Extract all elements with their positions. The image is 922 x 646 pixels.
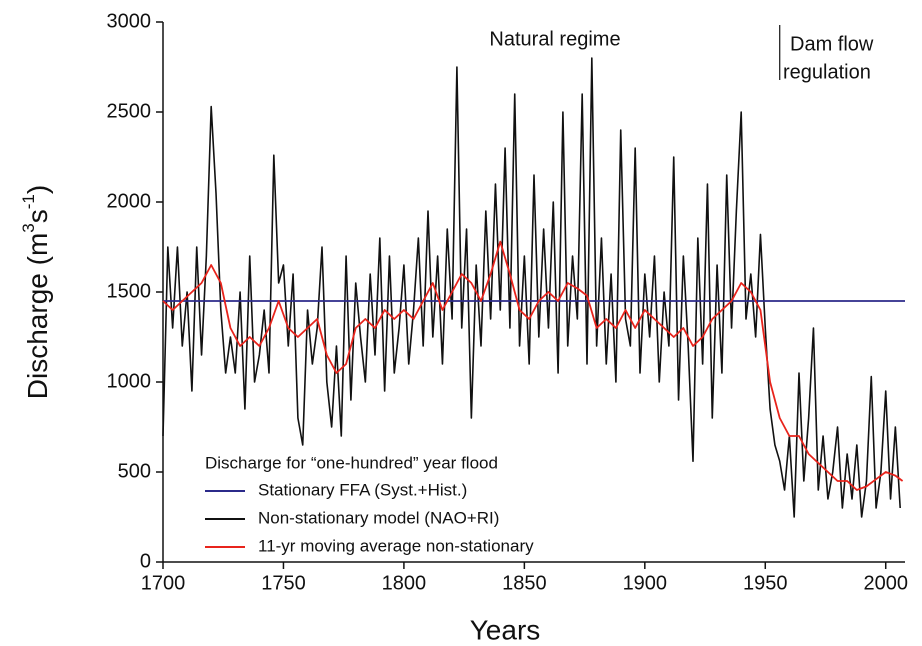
annotation: regulation	[783, 61, 871, 83]
x-tick-label: 1700	[141, 572, 186, 594]
x-tick-label: 1950	[743, 572, 788, 594]
y-axis-title-part: )	[22, 185, 53, 194]
x-tick-label: 1800	[382, 572, 427, 594]
x-tick-label: 1850	[502, 572, 547, 594]
legend-label: Non-stationary model (NAO+RI)	[258, 508, 499, 527]
x-tick-label: 1900	[623, 572, 668, 594]
y-tick-label: 3000	[107, 10, 152, 32]
x-tick-label: 1750	[261, 572, 306, 594]
y-tick-label: 1000	[107, 370, 152, 392]
series-line	[162, 240, 904, 491]
x-axis-title: Years	[470, 614, 541, 645]
y-tick-label: 2500	[107, 100, 152, 122]
y-axis-title-part: -1	[19, 194, 38, 209]
y-axis-title-part: Discharge (m	[22, 233, 53, 399]
x-tick-label: 2000	[863, 572, 908, 594]
y-axis-title: Discharge (m3s-1)	[19, 185, 53, 399]
y-tick-label: 1500	[107, 280, 152, 302]
y-tick-label: 500	[118, 460, 151, 482]
annotation: Natural regime	[489, 28, 620, 50]
legend-title: Discharge for “one-hundred” year flood	[205, 453, 498, 472]
series-line	[162, 57, 901, 518]
annotation: Dam flow	[790, 33, 874, 55]
legend-label: Stationary FFA (Syst.+Hist.)	[258, 480, 467, 499]
legend-label: 11-yr moving average non-stationary	[258, 536, 534, 555]
y-axis-title-part: 3	[19, 223, 38, 232]
y-tick-label: 0	[140, 550, 151, 572]
y-axis-title-part: s	[22, 209, 53, 223]
y-tick-label: 2000	[107, 190, 152, 212]
